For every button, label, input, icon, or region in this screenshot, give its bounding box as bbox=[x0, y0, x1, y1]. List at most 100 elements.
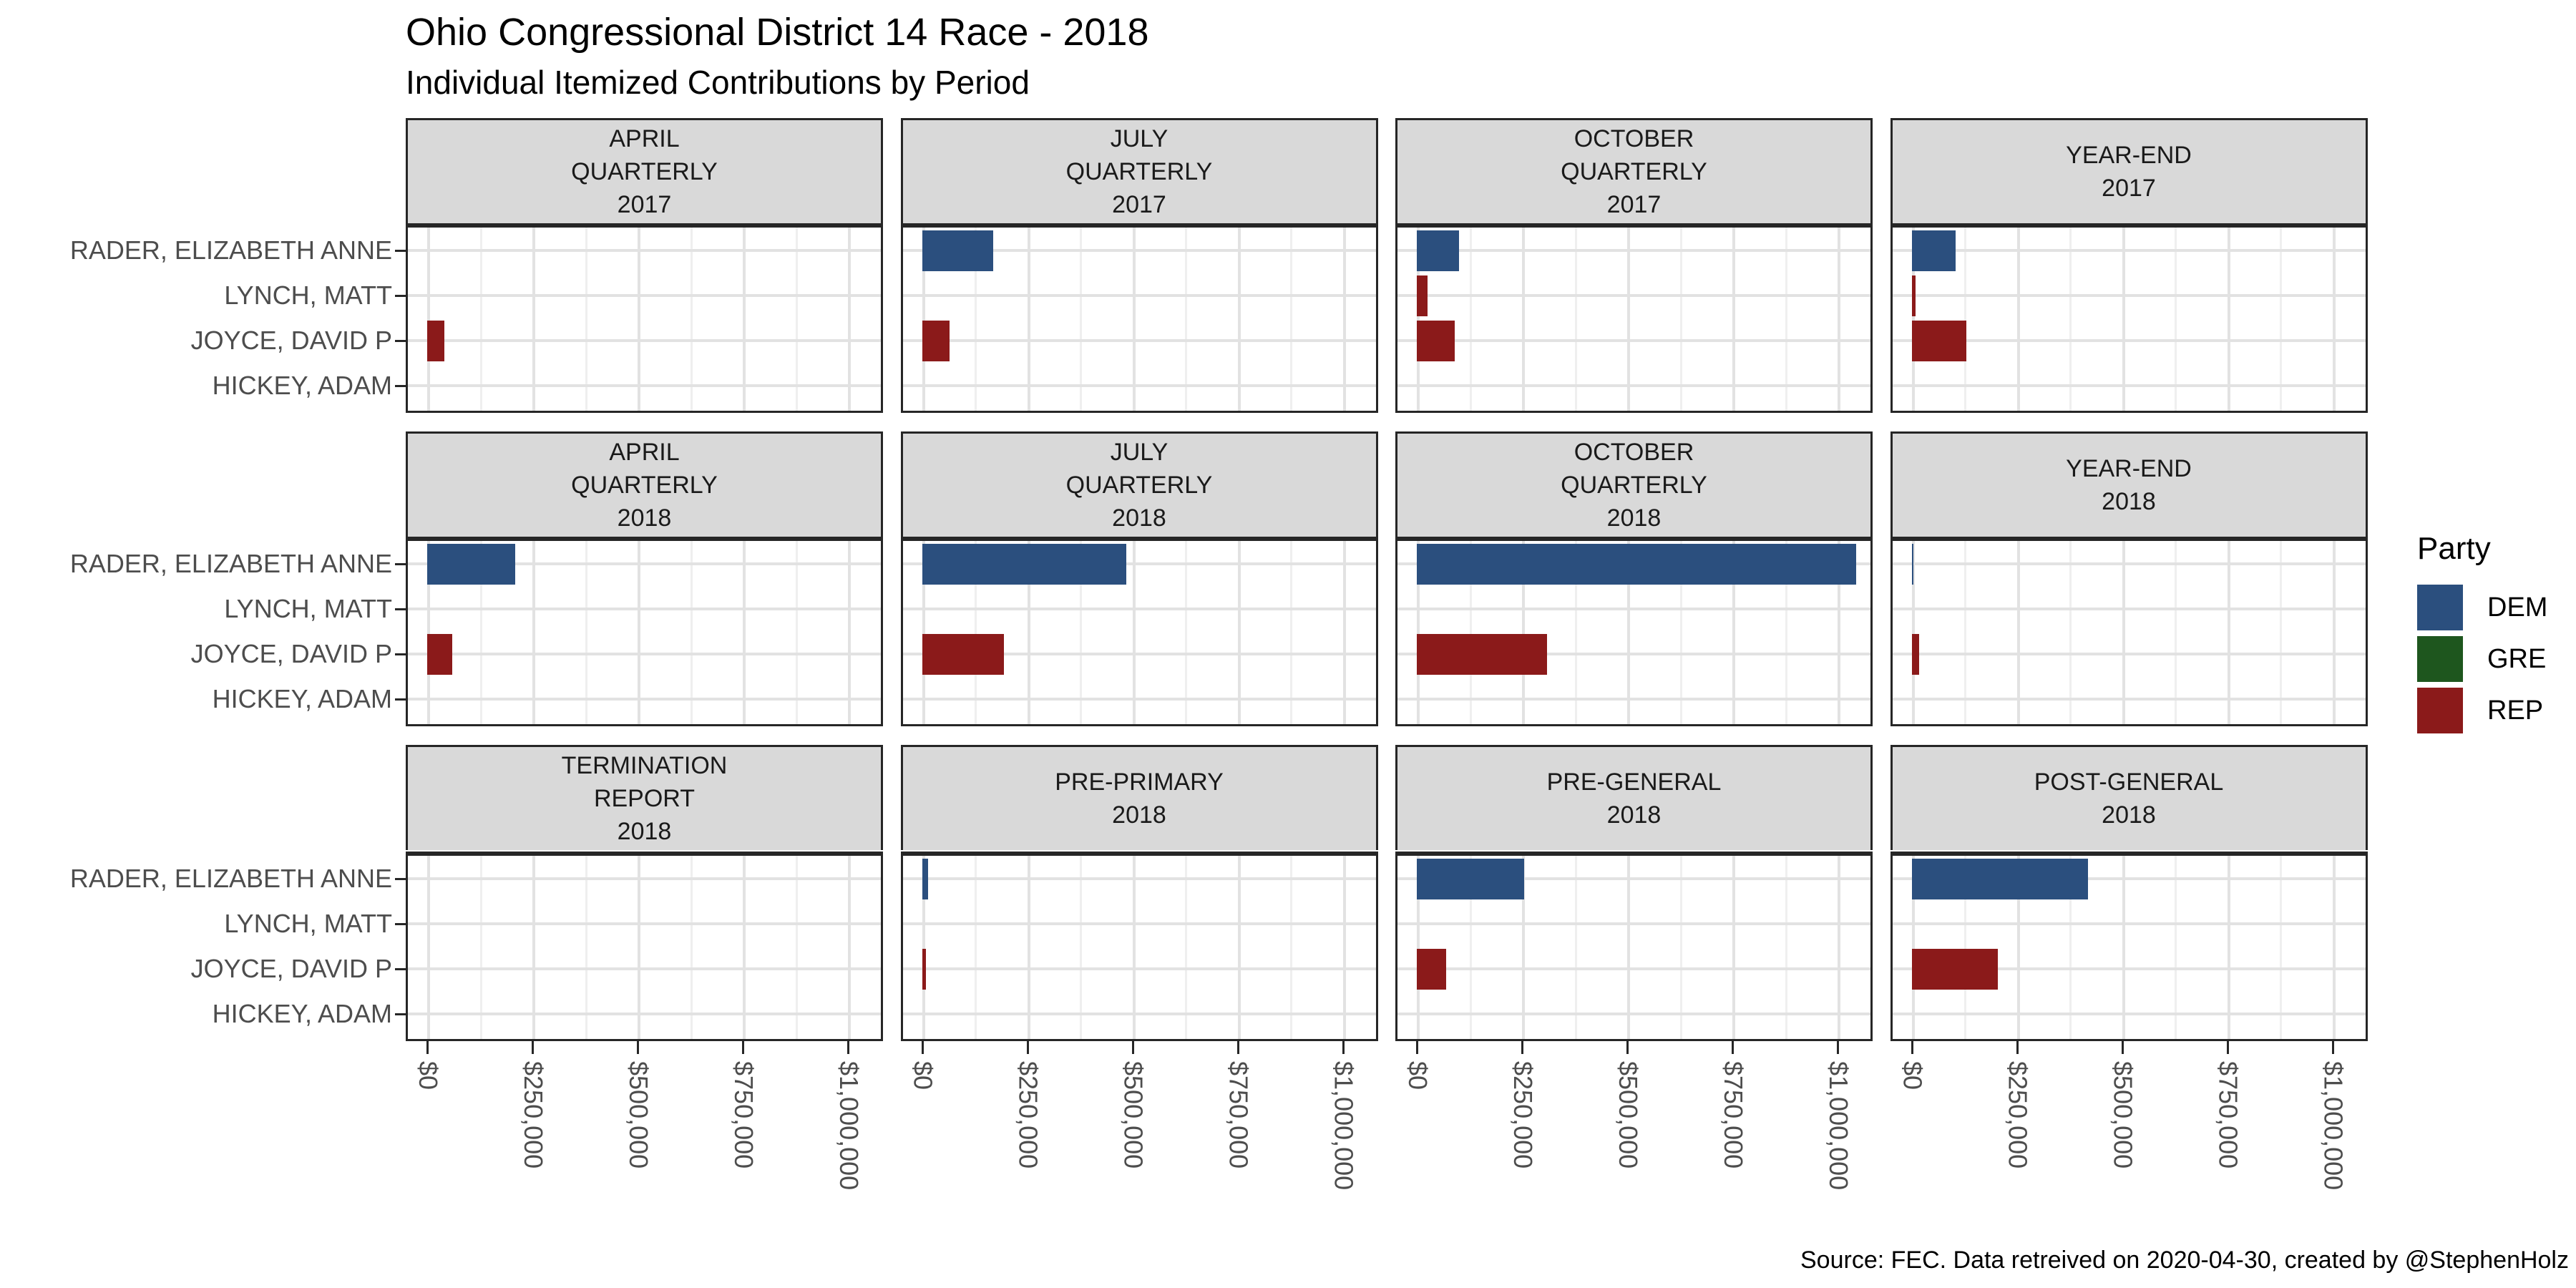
facet-strip-label: POST-GENERAL 2018 bbox=[2034, 769, 2224, 829]
gridline-major bbox=[2016, 541, 2020, 724]
gridline-major bbox=[902, 562, 1376, 565]
gridline-minor bbox=[2069, 856, 2072, 1039]
gridline-major bbox=[922, 541, 925, 724]
gridline-major bbox=[1132, 541, 1136, 724]
gridline-major bbox=[2227, 856, 2230, 1039]
x-axis-tick bbox=[921, 1041, 924, 1054]
facet-strip-label: PRE-PRIMARY 2018 bbox=[1055, 769, 1224, 829]
facet-strip-termination-report-2018: TERMINATION REPORT 2018 bbox=[406, 745, 883, 850]
gridline-minor bbox=[1574, 228, 1577, 411]
gridline-major bbox=[2122, 228, 2125, 411]
gridline-major bbox=[408, 967, 881, 970]
legend-label-gre: GRE bbox=[2487, 643, 2547, 674]
gridline-major bbox=[2227, 541, 2230, 724]
gridline-major bbox=[1892, 249, 2366, 252]
x-axis-tick bbox=[2016, 1041, 2019, 1054]
bar-rader bbox=[1911, 230, 1956, 271]
y-axis-label: RADER, ELIZABETH ANNE bbox=[69, 864, 392, 893]
chart-title: Ohio Congressional District 14 Race - 20… bbox=[406, 11, 1149, 54]
legend-label-dem: DEM bbox=[2487, 592, 2548, 623]
gridline-minor bbox=[690, 856, 693, 1039]
gridline-major bbox=[1132, 856, 1136, 1039]
facet-strip-label: APRIL QUARTERLY 2018 bbox=[571, 439, 718, 532]
y-axis-label: JOYCE, DAVID P bbox=[190, 326, 392, 355]
y-axis-label: RADER, ELIZABETH ANNE bbox=[69, 549, 392, 578]
gridline-minor bbox=[1080, 541, 1082, 724]
x-axis-label: $1,000,000 bbox=[1329, 1061, 1359, 1191]
x-axis-label: $750,000 bbox=[1224, 1061, 1254, 1169]
gridline-major bbox=[902, 384, 1376, 387]
y-axis-label: JOYCE, DAVID P bbox=[190, 639, 392, 668]
x-axis-tick bbox=[2226, 1041, 2229, 1054]
y-axis-tick bbox=[395, 563, 406, 565]
gridline-minor bbox=[1290, 856, 1292, 1039]
gridline-major bbox=[408, 249, 881, 252]
x-axis-tick bbox=[1521, 1041, 1523, 1054]
x-axis-tick bbox=[1342, 1041, 1345, 1054]
legend-swatch-dem-icon bbox=[2417, 585, 2463, 630]
gridline-major bbox=[1397, 967, 1870, 970]
x-axis-tick bbox=[1236, 1041, 1239, 1054]
gridline-major bbox=[1397, 653, 1870, 655]
gridline-minor bbox=[975, 856, 977, 1039]
legend-swatch-gre-icon bbox=[2417, 636, 2463, 682]
gridline-major bbox=[2227, 228, 2230, 411]
gridline-minor bbox=[585, 856, 587, 1039]
facet-strip-label: PRE-GENERAL 2018 bbox=[1546, 769, 1722, 829]
gridline-major bbox=[1892, 967, 2366, 970]
facet-strip-year-end-2018: YEAR-END 2018 bbox=[1890, 431, 2368, 537]
facet-panel-october-quarterly-2017 bbox=[1395, 223, 1873, 413]
gridline-minor bbox=[2280, 856, 2282, 1039]
bar-joyce bbox=[1911, 320, 1966, 361]
gridline-minor bbox=[2175, 856, 2177, 1039]
bar-rader bbox=[1911, 858, 2089, 899]
bar-joyce bbox=[1417, 320, 1455, 361]
gridline-major bbox=[408, 653, 881, 655]
gridline-minor bbox=[2069, 541, 2072, 724]
facet-strip-july-quarterly-2018: JULY QUARTERLY 2018 bbox=[900, 431, 1378, 537]
x-axis-tick bbox=[742, 1041, 744, 1054]
x-axis-tick bbox=[1131, 1041, 1134, 1054]
gridline-major bbox=[902, 608, 1376, 610]
gridline-minor bbox=[479, 228, 482, 411]
x-axis-label: $500,000 bbox=[624, 1061, 653, 1169]
gridline-major bbox=[408, 339, 881, 342]
x-axis-label: $750,000 bbox=[1719, 1061, 1748, 1169]
facet-panel-pre-primary-2018 bbox=[900, 852, 1378, 1041]
gridline-major bbox=[427, 228, 430, 411]
gridline-major bbox=[1838, 541, 1840, 724]
y-axis-label: HICKEY, ADAM bbox=[212, 684, 392, 713]
facet-strip-pre-general-2018: PRE-GENERAL 2018 bbox=[1395, 745, 1873, 850]
facet-panel-april-quarterly-2017 bbox=[406, 223, 883, 413]
gridline-major bbox=[1892, 698, 2366, 701]
legend-label-rep: REP bbox=[2487, 695, 2544, 726]
facet-strip-pre-primary-2018: PRE-PRIMARY 2018 bbox=[900, 745, 1378, 850]
x-axis-label: $500,000 bbox=[1118, 1061, 1148, 1169]
gridline-major bbox=[1892, 384, 2366, 387]
legend-item-rep: REP bbox=[2417, 688, 2547, 733]
x-axis-tick bbox=[2331, 1041, 2334, 1054]
gridline-major bbox=[1892, 339, 2366, 342]
bar-rader bbox=[1417, 858, 1524, 899]
gridline-major bbox=[1237, 228, 1241, 411]
x-axis-tick bbox=[1837, 1041, 1839, 1054]
x-axis-tick bbox=[847, 1041, 849, 1054]
chart-subtitle: Individual Itemized Contributions by Per… bbox=[406, 64, 1030, 101]
x-axis-label: $250,000 bbox=[2003, 1061, 2033, 1169]
gridline-minor bbox=[1679, 856, 1682, 1039]
gridline-major bbox=[848, 228, 851, 411]
gridline-major bbox=[408, 922, 881, 925]
gridline-minor bbox=[1574, 856, 1577, 1039]
gridline-major bbox=[1237, 856, 1241, 1039]
gridline-major bbox=[902, 922, 1376, 925]
gridline-major bbox=[2332, 856, 2336, 1039]
gridline-major bbox=[1732, 856, 1735, 1039]
gridline-minor bbox=[1080, 228, 1082, 411]
x-axis-label: $1,000,000 bbox=[834, 1061, 864, 1191]
gridline-major bbox=[2016, 228, 2020, 411]
gridline-major bbox=[427, 856, 430, 1039]
gridline-minor bbox=[2280, 541, 2282, 724]
y-axis-tick bbox=[395, 295, 406, 297]
gridline-major bbox=[1838, 228, 1840, 411]
facet-panel-termination-report-2018 bbox=[406, 852, 883, 1041]
